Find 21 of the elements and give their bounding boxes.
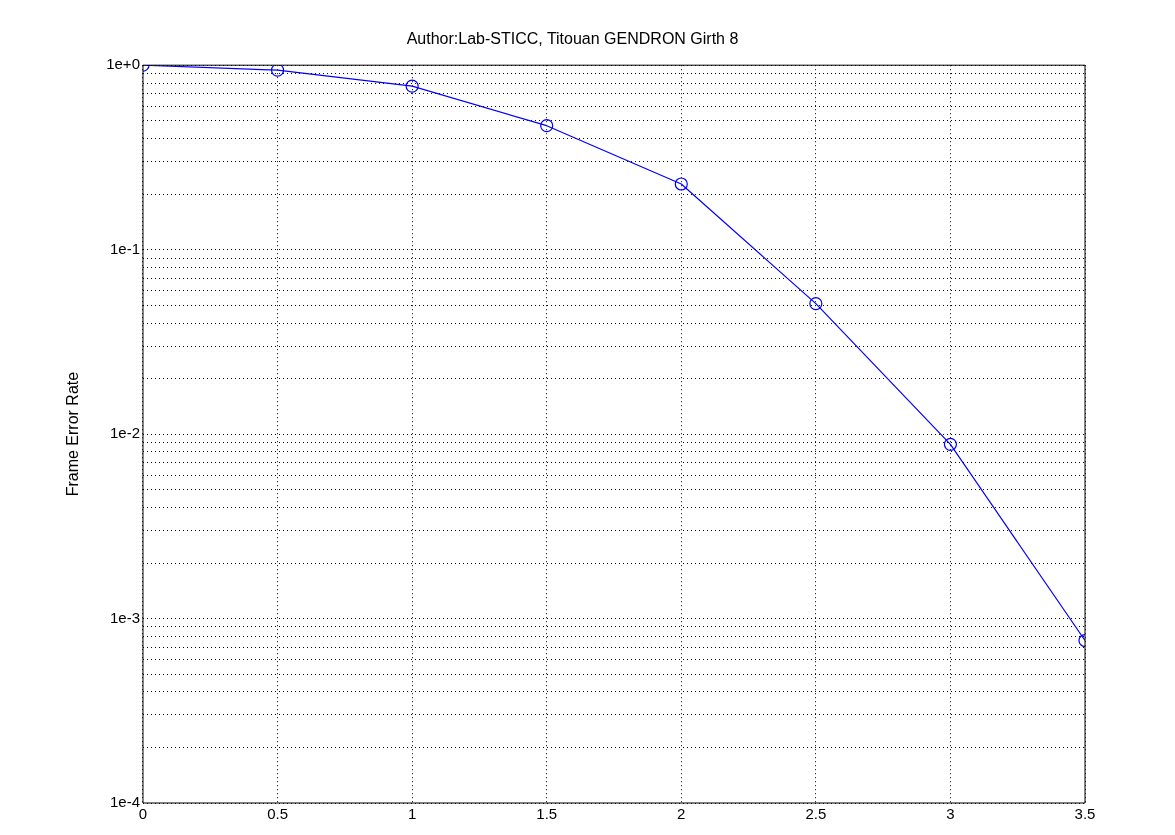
point [943, 437, 958, 451]
x-tick-label: 1 [407, 805, 417, 823]
point [674, 177, 688, 191]
y-tick-label: 1e-1 [109, 239, 140, 257]
point [405, 79, 419, 93]
x-tick-label: 0.5 [267, 805, 288, 823]
x-tick-label: 2 [677, 805, 686, 823]
y-tick-label: 1e-4 [109, 793, 140, 811]
point [540, 119, 554, 133]
x-tick-label: 3.5 [1074, 805, 1096, 823]
point [809, 296, 823, 311]
y-tick-label: 1e-2 [109, 424, 140, 442]
point [270, 65, 285, 77]
y-axis-title: Frame Error Rate [64, 371, 82, 497]
chart-title: Author:Lab-STICC, Titouan GENDRON Girth 8 [406, 30, 739, 48]
y-tick-label: 1e-3 [109, 608, 140, 626]
x-tick-label: 1.5 [536, 805, 558, 823]
x-tick-label: 0 [138, 805, 148, 823]
x-tick-label: 2.5 [805, 805, 827, 823]
y-tick-label: 1e+0 [106, 55, 140, 73]
x-tick-label: 3 [946, 805, 955, 823]
